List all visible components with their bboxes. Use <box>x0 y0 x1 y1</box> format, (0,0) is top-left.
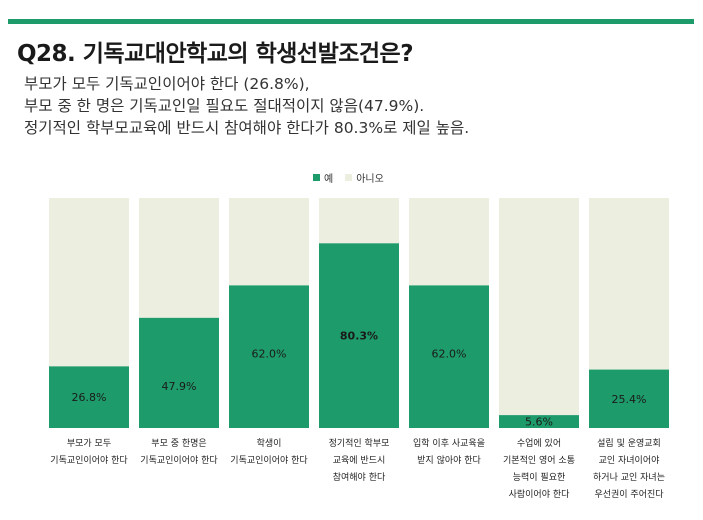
legend-item-no: 아니오 <box>345 170 384 185</box>
x-tick-label-6: 수업에 있어 기본적인 영어 소통 능력이 필요한 사람이어야 한다 <box>503 437 575 500</box>
x-tick-label-1: 부모가 모두 기독교인이어야 한다 <box>50 438 128 466</box>
bar-yes-5 <box>409 285 489 428</box>
bar-group-6: 5.6% 수업에 있어 기본적인 영어 소통 능력이 필요한 사람이어야 한다 <box>499 198 579 500</box>
data-label-4: 80.3% <box>340 329 378 342</box>
bar-yes-3 <box>229 285 309 428</box>
data-label-3: 62.0% <box>252 347 287 360</box>
bar-yes-6 <box>499 415 579 428</box>
bar-no-2 <box>139 198 219 318</box>
page-title: Q28. 기독교대안학교의 학생선발조건은? <box>17 41 414 67</box>
top-accent-rule <box>8 19 694 24</box>
x-tick-label-2: 부모 중 한명은 기독교인이어야 한다 <box>140 438 218 466</box>
legend-label-yes: 예 <box>324 174 334 185</box>
bar-group-2: 47.9% 부모 중 한명은 기독교인이어야 한다 <box>139 198 219 466</box>
bar-no-7 <box>589 198 669 370</box>
chart-legend: 예 아니오 <box>313 170 396 185</box>
bar-no-4 <box>319 198 399 244</box>
bar-group-7: 25.4% 설립 및 운영교회 교인 자녀이어야 하거나 교인 자녀는 우선권이 주어진… <box>589 198 669 500</box>
legend-label-no: 아니오 <box>356 174 384 185</box>
legend-swatch-no <box>345 174 353 181</box>
bar-no-3 <box>229 198 309 286</box>
bar-yes-2 <box>139 317 219 428</box>
subtitle-line-2: 부모 중 한 명은 기독교인일 필요도 절대적이지 않음(47.9%). <box>24 97 425 115</box>
data-label-2: 47.9% <box>162 380 197 393</box>
x-tick-label-5: 입학 이후 사교육을 받지 않아야 한다 <box>413 437 485 466</box>
bar-yes-1 <box>49 366 129 428</box>
bar-group-4: 80.3% 정기적인 학부모 교육에 반드시 참여해야 한다 <box>319 198 399 483</box>
legend-swatch-yes <box>313 174 320 181</box>
legend-item-yes: 예 <box>313 170 333 185</box>
bar-group-3: 62.0% 학생이 기독교인이어야 한다 <box>229 198 309 466</box>
bar-group-5: 62.0% 입학 이후 사교육을 받지 않아야 한다 <box>409 198 489 466</box>
data-label-6: 5.6% <box>525 416 553 429</box>
data-label-7: 25.4% <box>612 393 647 406</box>
subtitle: 부모가 모두 기독교인이어야 한다 (26.8%), 부모 중 한 명은 기독교… <box>24 73 469 139</box>
subtitle-line-1: 부모가 모두 기독교인이어야 한다 (26.8%), <box>24 75 310 93</box>
bar-group-1: 26.8% 부모가 모두 기독교인이어야 한다 <box>49 198 129 466</box>
x-tick-label-4: 정기적인 학부모 교육에 반드시 참여해야 한다 <box>329 437 390 483</box>
data-label-1: 26.8% <box>72 391 107 404</box>
data-label-5: 62.0% <box>432 347 467 360</box>
bar-yes-7 <box>589 369 669 428</box>
x-tick-label-7: 설립 및 운영교회 교인 자녀이어야 하거나 교인 자녀는 우선권이 주어진다 <box>593 437 665 500</box>
bar-no-1 <box>49 198 129 367</box>
bar-yes-4 <box>319 243 399 428</box>
bar-no-5 <box>409 198 489 286</box>
bar-no-6 <box>499 198 579 416</box>
subtitle-line-3: 정기적인 학부모교육에 반드시 참여해야 한다가 80.3%로 제일 높음. <box>24 119 470 137</box>
x-tick-label-3: 학생이 기독교인이어야 한다 <box>230 438 308 466</box>
